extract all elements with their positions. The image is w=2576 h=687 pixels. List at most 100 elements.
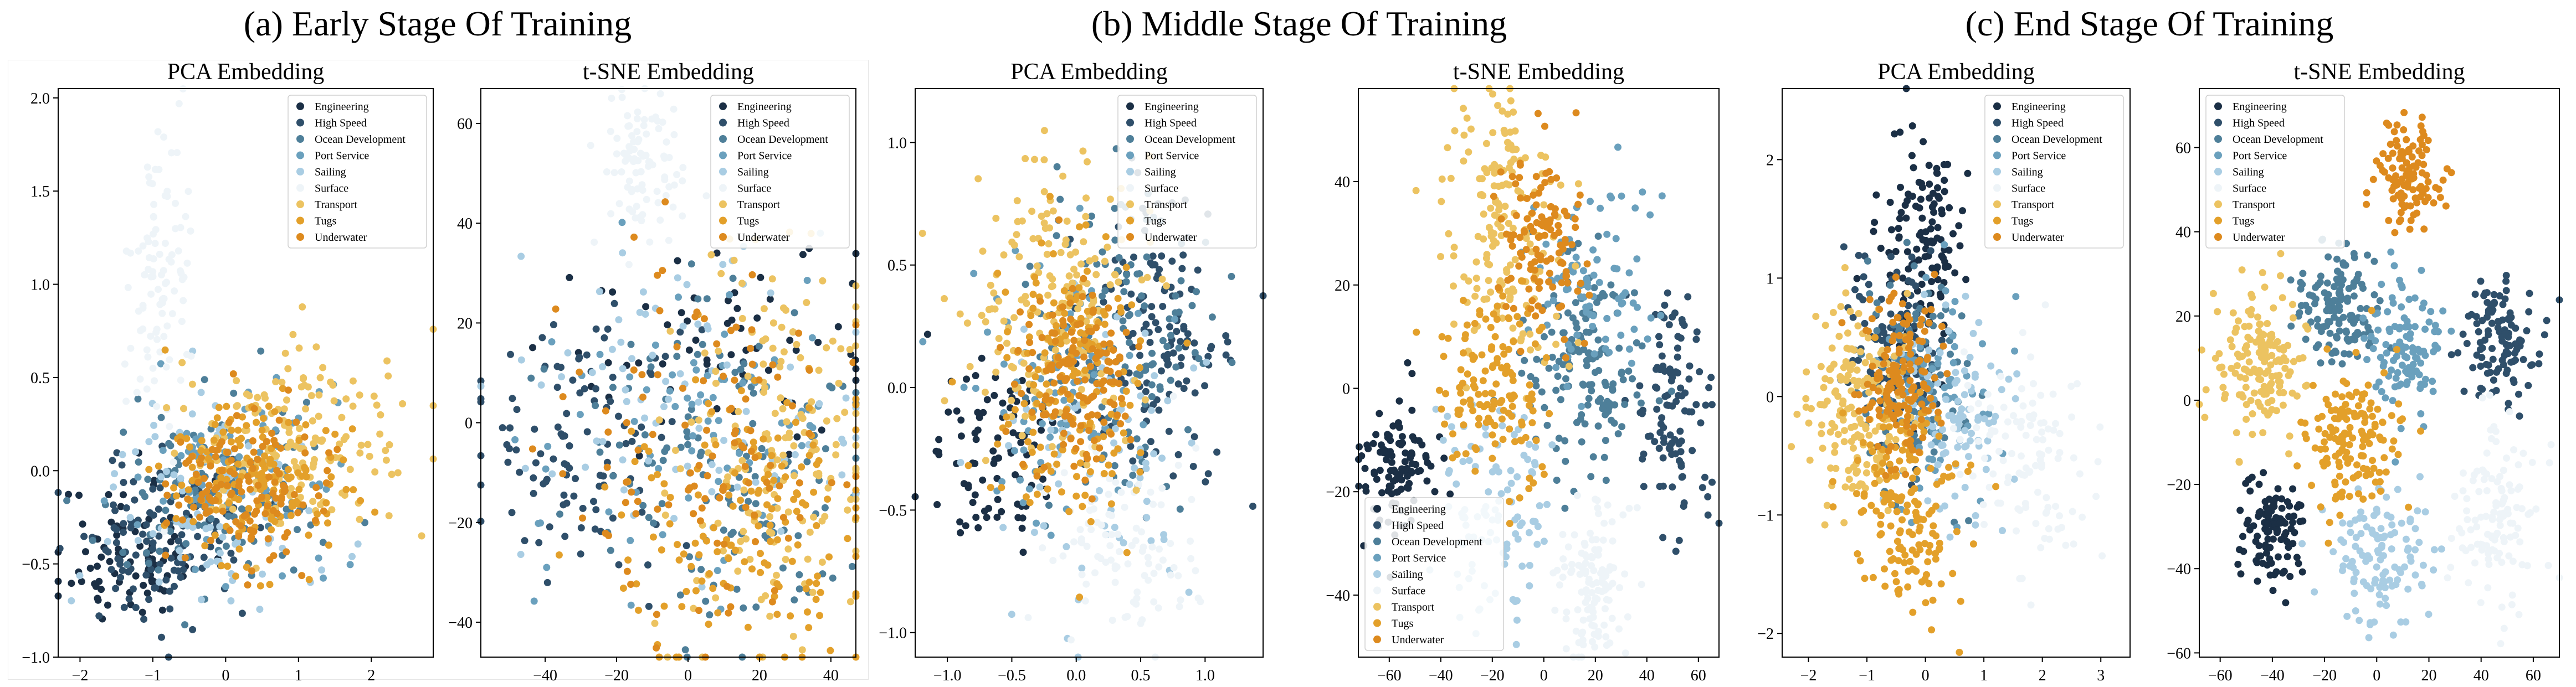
point-transport — [1537, 152, 1544, 159]
point-underwater — [298, 572, 306, 580]
point-surface — [1575, 561, 1583, 569]
point-transport — [1506, 295, 1514, 303]
point-surface — [168, 310, 176, 318]
point-underwater — [1510, 304, 1517, 312]
point-transport — [773, 456, 781, 464]
x-tick-label: 0 — [222, 667, 229, 684]
point-transport — [280, 405, 288, 413]
point-sailing — [639, 288, 647, 296]
point-tugs — [1438, 405, 1445, 413]
point-tugs — [228, 426, 235, 434]
point-underwater — [245, 477, 253, 485]
point-transport — [1472, 258, 1480, 266]
point-high-speed — [1860, 273, 1867, 281]
point-transport — [779, 451, 787, 459]
legend-marker-ocean-development — [296, 135, 304, 143]
point-underwater — [690, 510, 697, 518]
point-underwater — [632, 510, 640, 518]
point-high-speed — [1156, 266, 1163, 273]
point-transport — [742, 535, 750, 543]
y-tick-label: 60 — [457, 116, 473, 133]
point-port-service — [626, 373, 634, 381]
legend-marker-sailing — [719, 168, 727, 175]
point-transport — [297, 383, 305, 391]
point-port-service — [1025, 485, 1033, 493]
point-surface — [1598, 588, 1606, 595]
point-ocean-development — [1093, 260, 1101, 268]
point-tugs — [792, 419, 799, 426]
point-high-speed — [149, 539, 157, 547]
point-high-speed — [499, 424, 506, 432]
point-port-service — [320, 574, 327, 582]
point-engineering — [1928, 264, 1936, 272]
point-engineering — [150, 477, 158, 484]
point-tugs — [601, 483, 609, 491]
point-transport — [341, 492, 348, 499]
point-underwater — [265, 473, 273, 481]
point-tugs — [692, 376, 700, 384]
point-high-speed — [1696, 368, 1703, 375]
point-tugs — [218, 562, 225, 570]
legend-marker-engineering — [296, 102, 304, 110]
point-port-service — [530, 597, 538, 605]
point-engineering — [1361, 464, 1369, 472]
chart-1-t-sne-embedding: t-SNE Embedding−40 −20 0 20 40−40−200204060E… — [448, 59, 860, 684]
point-ocean-development — [1176, 505, 1184, 513]
point-high-speed — [171, 582, 178, 590]
point-tugs — [1444, 334, 1452, 342]
point-underwater — [197, 496, 205, 504]
point-transport — [720, 547, 727, 555]
point-underwater — [1043, 411, 1050, 419]
point-transport — [1507, 97, 1515, 105]
point-tugs — [1041, 349, 1049, 357]
point-surface — [163, 278, 170, 286]
point-transport — [1412, 187, 1420, 194]
point-underwater — [1117, 395, 1125, 402]
point-engineering — [983, 396, 991, 404]
point-transport — [715, 347, 722, 355]
legend-label-engineering: Engineering — [315, 101, 369, 113]
point-port-service — [1607, 192, 1614, 200]
point-tugs — [1471, 319, 1479, 327]
point-underwater — [1090, 306, 1097, 314]
point-surface — [165, 255, 173, 263]
point-engineering — [972, 514, 980, 521]
point-ocean-development — [684, 441, 692, 448]
point-surface — [615, 200, 623, 208]
point-sailing — [593, 437, 601, 445]
point-surface — [618, 168, 625, 175]
point-surface — [1567, 569, 1575, 576]
point-tugs — [1081, 366, 1089, 374]
point-underwater — [1585, 291, 1593, 299]
point-high-speed — [1861, 319, 1869, 327]
x-tick-label: −0.5 — [998, 667, 1026, 684]
point-transport — [1491, 161, 1499, 168]
point-port-service — [1626, 345, 1633, 353]
point-sailing — [623, 397, 630, 405]
point-transport — [163, 404, 171, 411]
point-high-speed — [576, 389, 584, 397]
point-sailing — [68, 597, 75, 605]
point-surface — [1549, 569, 1557, 577]
legend-marker-port-service — [1373, 554, 1381, 562]
point-port-service — [1595, 278, 1603, 286]
point-underwater — [207, 462, 214, 470]
point-sailing — [815, 400, 823, 407]
point-surface — [1169, 392, 1177, 400]
point-sailing — [1954, 443, 1962, 451]
legend-marker-transport — [1126, 200, 1134, 208]
point-transport — [302, 405, 310, 413]
point-tugs — [1110, 449, 1118, 457]
point-transport — [841, 409, 849, 416]
point-transport — [1028, 208, 1036, 215]
point-underwater — [747, 344, 755, 352]
legend-marker-tugs — [719, 216, 727, 225]
legend-label-sailing: Sailing — [1145, 166, 1176, 178]
legend-label-transport: Transport — [1392, 601, 1434, 613]
point-surface — [1564, 543, 1572, 551]
point-high-speed — [1674, 344, 1681, 352]
legend-label-surface: Surface — [315, 183, 348, 195]
point-surface — [608, 95, 615, 102]
point-engineering — [1944, 263, 1952, 270]
point-ocean-development — [1184, 426, 1192, 433]
